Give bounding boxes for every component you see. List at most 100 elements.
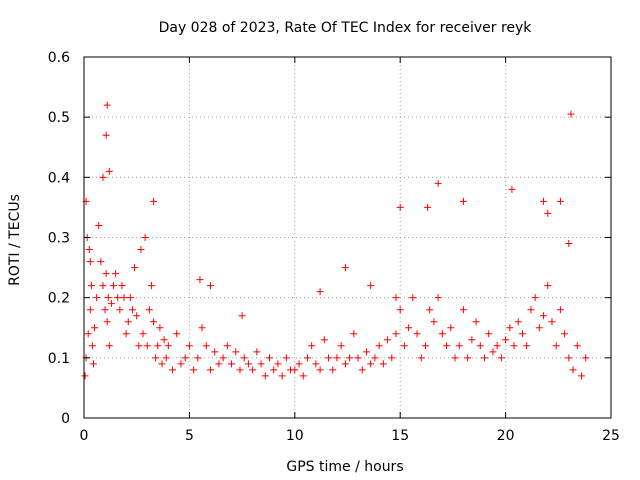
x-tick-label: 15 bbox=[391, 428, 409, 444]
data-point bbox=[185, 342, 193, 350]
data-point bbox=[346, 354, 354, 362]
data-point bbox=[270, 366, 278, 374]
data-point bbox=[443, 342, 451, 350]
data-point bbox=[485, 330, 493, 338]
data-point bbox=[392, 294, 400, 302]
data-point bbox=[105, 167, 113, 175]
data-point bbox=[303, 354, 311, 362]
data-point bbox=[540, 312, 548, 320]
x-tick-label: 20 bbox=[497, 428, 515, 444]
data-point bbox=[312, 360, 320, 368]
data-point bbox=[400, 342, 408, 350]
data-point bbox=[181, 354, 189, 362]
data-point bbox=[169, 366, 177, 374]
data-point bbox=[118, 282, 126, 290]
data-point bbox=[508, 185, 516, 193]
data-point bbox=[236, 366, 244, 374]
data-point bbox=[396, 306, 404, 314]
data-point bbox=[421, 342, 429, 350]
data-point bbox=[518, 330, 526, 338]
data-point bbox=[101, 306, 109, 314]
y-tick-label: 0.1 bbox=[48, 351, 70, 367]
data-point bbox=[133, 312, 141, 320]
data-point bbox=[556, 306, 564, 314]
y-tick-labels: 0 0.1 0.2 0.3 0.4 0.5 0.6 bbox=[48, 50, 70, 427]
data-point bbox=[85, 246, 93, 254]
data-point bbox=[367, 282, 375, 290]
data-point bbox=[337, 342, 345, 350]
data-point bbox=[194, 354, 202, 362]
data-point bbox=[110, 282, 118, 290]
data-point bbox=[206, 282, 214, 290]
data-point bbox=[103, 318, 111, 326]
data-point bbox=[158, 360, 166, 368]
data-point bbox=[375, 342, 383, 350]
data-point bbox=[434, 294, 442, 302]
data-point bbox=[316, 366, 324, 374]
data-point bbox=[114, 294, 122, 302]
data-point bbox=[228, 360, 236, 368]
data-point bbox=[91, 324, 99, 332]
y-tick-label: 0 bbox=[61, 411, 70, 427]
data-point bbox=[238, 312, 246, 320]
data-point bbox=[162, 354, 170, 362]
data-point bbox=[102, 131, 110, 139]
data-point bbox=[544, 282, 552, 290]
data-point bbox=[582, 354, 590, 362]
data-point bbox=[84, 330, 92, 338]
data-points bbox=[81, 101, 590, 380]
data-point bbox=[154, 342, 162, 350]
data-point bbox=[177, 360, 185, 368]
data-point bbox=[325, 354, 333, 362]
data-point bbox=[506, 324, 514, 332]
data-point bbox=[371, 354, 379, 362]
data-point bbox=[379, 360, 387, 368]
data-point bbox=[358, 366, 366, 374]
data-point bbox=[274, 360, 282, 368]
data-point bbox=[223, 342, 231, 350]
data-point bbox=[384, 336, 392, 344]
data-point bbox=[282, 354, 290, 362]
data-point bbox=[105, 342, 113, 350]
data-point bbox=[93, 294, 101, 302]
data-point bbox=[308, 342, 316, 350]
data-point bbox=[472, 318, 480, 326]
data-point bbox=[409, 294, 417, 302]
data-point bbox=[341, 264, 349, 272]
data-point bbox=[476, 342, 484, 350]
data-point bbox=[244, 360, 252, 368]
data-point bbox=[87, 282, 95, 290]
data-point bbox=[565, 354, 573, 362]
data-point bbox=[99, 173, 107, 181]
data-point bbox=[299, 372, 307, 380]
data-point bbox=[232, 348, 240, 356]
data-point bbox=[459, 197, 467, 205]
data-point bbox=[107, 300, 115, 308]
data-point bbox=[261, 372, 269, 380]
data-point bbox=[464, 354, 472, 362]
data-point bbox=[278, 372, 286, 380]
data-point bbox=[141, 234, 149, 241]
data-point bbox=[320, 336, 328, 344]
data-point bbox=[104, 294, 112, 302]
data-point bbox=[126, 294, 134, 302]
data-point bbox=[156, 324, 164, 332]
data-point bbox=[455, 342, 463, 350]
data-point bbox=[417, 354, 425, 362]
data-point bbox=[333, 354, 341, 362]
data-point bbox=[535, 324, 543, 332]
data-point bbox=[88, 342, 96, 350]
data-point bbox=[173, 330, 181, 338]
data-point bbox=[86, 306, 94, 314]
data-point bbox=[459, 306, 467, 314]
x-axis-label: GPS time / hours bbox=[286, 459, 403, 475]
x-tick-label: 0 bbox=[80, 428, 89, 444]
data-point bbox=[556, 197, 564, 205]
axis-ticks bbox=[83, 56, 612, 419]
data-point bbox=[396, 203, 404, 211]
data-point bbox=[120, 294, 128, 302]
x-tick-label: 5 bbox=[185, 428, 194, 444]
data-point bbox=[354, 354, 362, 362]
data-point bbox=[102, 270, 110, 278]
data-point bbox=[164, 342, 172, 350]
